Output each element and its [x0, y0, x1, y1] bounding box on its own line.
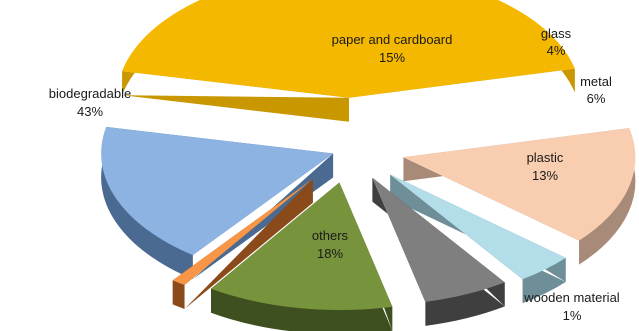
slice-glass	[390, 174, 566, 280]
slice-paper-and-cardboard	[403, 128, 636, 241]
slice-value-wooden-material: 1%	[563, 308, 582, 323]
pie-labels: biodegradable 43% paper and cardboard 15…	[49, 26, 620, 323]
slice-value-metal: 6%	[587, 91, 606, 106]
slice-label-biodegradable: biodegradable	[49, 86, 131, 101]
slice-value-paper-and-cardboard: 15%	[379, 50, 405, 65]
slice-value-plastic: 13%	[532, 168, 558, 183]
slice-label-metal: metal	[580, 74, 612, 89]
slice-label-plastic: plastic	[527, 150, 564, 165]
slice-value-others: 18%	[317, 246, 343, 261]
slice-plastic	[210, 182, 393, 311]
slice-label-wooden-material: wooden material	[523, 290, 619, 305]
slice-metal	[372, 177, 505, 302]
slice-value-biodegradable: 43%	[77, 104, 103, 119]
pie-slices	[101, 0, 636, 331]
slice-value-glass: 4%	[547, 43, 566, 58]
slice-label-paper-and-cardboard: paper and cardboard	[332, 32, 453, 47]
slice-others	[101, 126, 334, 256]
slice-label-others: others	[312, 228, 349, 243]
slice-label-glass: glass	[541, 26, 572, 41]
slice-biodegradable	[122, 0, 575, 98]
slice-wooden-material	[172, 178, 313, 285]
